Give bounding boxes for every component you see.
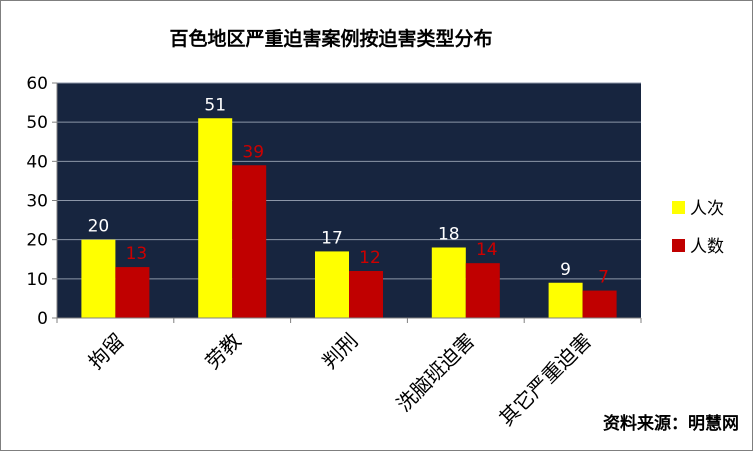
data-label: 51 — [204, 95, 226, 115]
x-axis-categories: 拘留 劳教 判刑 洗脑班迫害 其它严重迫害 — [84, 329, 596, 431]
category-label: 拘留 — [84, 329, 129, 374]
bar-renci — [431, 247, 466, 318]
legend: 人次 人数 — [672, 199, 724, 257]
data-label: 9 — [560, 260, 571, 280]
data-label: 20 — [88, 217, 110, 237]
chart-title: 百色地区严重迫害案例按迫害类型分布 — [169, 27, 492, 50]
category-label: 其它严重迫害 — [494, 329, 596, 431]
legend-label-renshu: 人数 — [690, 237, 724, 257]
bar-renshu — [465, 263, 500, 318]
data-label: 39 — [242, 142, 264, 162]
data-label: 17 — [321, 228, 343, 248]
bar-labels: 20 13 51 39 17 12 18 14 9 7 — [88, 95, 609, 287]
gridlines — [57, 82, 641, 280]
category-label: 劳教 — [200, 329, 245, 374]
x-axis-tick-marks — [56, 318, 642, 323]
y-tick-label: 50 — [26, 113, 48, 133]
bar-renshu — [115, 267, 150, 318]
category-label: 洗脑班迫害 — [392, 329, 480, 417]
y-tick-label: 10 — [26, 270, 48, 290]
legend-swatch-renshu — [672, 239, 685, 252]
y-tick-label: 60 — [26, 74, 48, 94]
y-tick-label: 0 — [37, 309, 48, 329]
bar-renshu — [232, 165, 267, 318]
legend-swatch-renci — [672, 201, 685, 214]
data-label: 12 — [359, 248, 381, 268]
y-axis-ticks: 0 10 20 30 40 50 60 — [26, 74, 57, 329]
bar-renshu — [582, 290, 617, 318]
legend-label-renci: 人次 — [690, 199, 724, 219]
category-label: 判刑 — [317, 329, 362, 374]
data-label: 18 — [438, 225, 460, 245]
y-tick-label: 30 — [26, 192, 48, 212]
source-note: 资料来源：明慧网 — [603, 413, 739, 434]
bar-renci — [315, 251, 349, 318]
bar-renci — [198, 118, 233, 318]
bar-renci — [81, 239, 116, 318]
bars — [81, 118, 617, 318]
bar-renshu — [349, 271, 383, 318]
bar-renci — [548, 282, 583, 318]
y-tick-label: 20 — [26, 231, 48, 251]
y-tick-label: 40 — [26, 152, 48, 172]
data-label: 13 — [126, 244, 148, 264]
data-label: 7 — [598, 268, 609, 288]
data-label: 14 — [476, 240, 498, 260]
